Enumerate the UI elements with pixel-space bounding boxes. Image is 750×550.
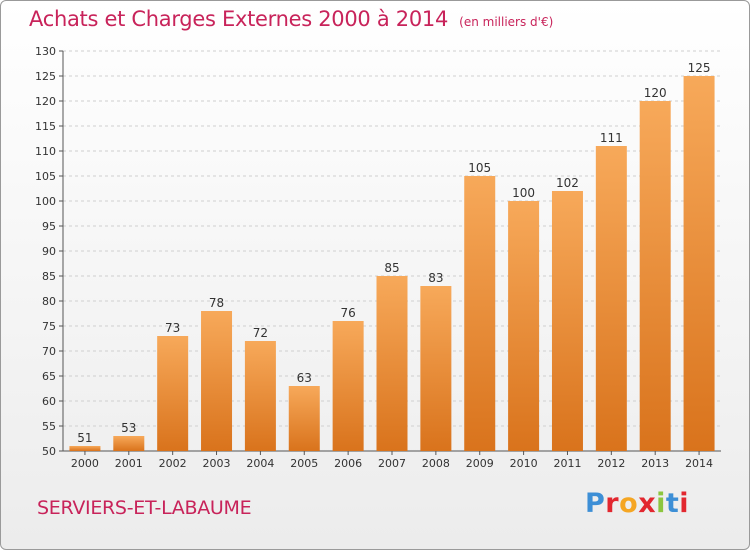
data-label: 63 — [297, 371, 312, 385]
y-tick-label: 50 — [42, 445, 56, 458]
data-label: 125 — [688, 61, 711, 75]
bar-2006 — [332, 321, 364, 451]
y-tick-label: 70 — [42, 345, 56, 358]
y-tick-label: 95 — [42, 220, 56, 233]
y-tick-label: 65 — [42, 370, 56, 383]
bar-2010 — [508, 201, 540, 451]
data-label: 100 — [512, 186, 535, 200]
y-tick-label: 115 — [35, 120, 56, 133]
data-label: 73 — [165, 321, 180, 335]
x-tick-label: 2003 — [203, 457, 231, 470]
city-name: SERVIERS-ET-LABAUME — [37, 497, 252, 519]
y-tick-label: 80 — [42, 295, 56, 308]
data-label: 105 — [468, 161, 491, 175]
x-tick-label: 2012 — [597, 457, 625, 470]
bar-2014 — [683, 76, 715, 451]
x-tick-label: 2008 — [422, 457, 450, 470]
data-label: 85 — [384, 261, 399, 275]
x-tick-label: 2001 — [115, 457, 143, 470]
y-tick-label: 130 — [35, 45, 56, 58]
chart-title-text: Achats et Charges Externes 2000 à 2014 — [29, 7, 449, 31]
y-tick-label: 60 — [42, 395, 56, 408]
proxiti-logo: Proxiti — [585, 488, 689, 519]
x-tick-label: 2010 — [510, 457, 538, 470]
data-label: 76 — [340, 306, 355, 320]
x-tick-label: 2005 — [290, 457, 318, 470]
logo-letter: t — [665, 488, 680, 519]
y-tick-label: 105 — [35, 170, 56, 183]
bar-2013 — [639, 101, 671, 451]
logo-letter: P — [585, 488, 606, 519]
data-label: 72 — [253, 326, 268, 340]
logo-letter: o — [619, 488, 639, 519]
x-tick-label: 2014 — [685, 457, 713, 470]
y-tick-label: 125 — [35, 70, 56, 83]
bar-2004 — [244, 341, 276, 451]
y-tick-label: 85 — [42, 270, 56, 283]
chart-title: Achats et Charges Externes 2000 à 2014 (… — [29, 7, 553, 31]
data-label: 102 — [556, 176, 579, 190]
bar-2001 — [113, 436, 145, 451]
bar-2011 — [551, 191, 583, 451]
bar-2003 — [201, 311, 233, 451]
data-label: 83 — [428, 271, 443, 285]
y-tick-label: 110 — [35, 145, 56, 158]
x-tick-label: 2002 — [159, 457, 187, 470]
bar-2007 — [376, 276, 408, 451]
y-tick-label: 100 — [35, 195, 56, 208]
bar-2005 — [288, 386, 320, 451]
data-label: 51 — [77, 431, 92, 445]
bar-2002 — [157, 336, 189, 451]
logo-letter: x — [638, 488, 657, 519]
y-tick-label: 55 — [42, 420, 56, 433]
bar-2000 — [69, 446, 101, 451]
bar-2009 — [464, 176, 496, 451]
data-label: 111 — [600, 131, 623, 145]
y-tick-label: 90 — [42, 245, 56, 258]
chart-unit: (en milliers d'€) — [459, 15, 554, 29]
x-tick-label: 2007 — [378, 457, 406, 470]
y-tick-label: 120 — [35, 95, 56, 108]
x-tick-label: 2006 — [334, 457, 362, 470]
x-tick-label: 2011 — [553, 457, 581, 470]
bar-2012 — [595, 146, 627, 451]
x-tick-label: 2000 — [71, 457, 99, 470]
data-label: 78 — [209, 296, 224, 310]
y-tick-label: 75 — [42, 320, 56, 333]
bar-2008 — [420, 286, 452, 451]
x-tick-label: 2009 — [466, 457, 494, 470]
data-label: 53 — [121, 421, 136, 435]
x-tick-label: 2013 — [641, 457, 669, 470]
data-label: 120 — [644, 86, 667, 100]
logo-letter: i — [679, 488, 690, 519]
x-tick-label: 2004 — [246, 457, 274, 470]
logo-letter: r — [605, 488, 620, 519]
logo-letter: i — [656, 488, 666, 519]
